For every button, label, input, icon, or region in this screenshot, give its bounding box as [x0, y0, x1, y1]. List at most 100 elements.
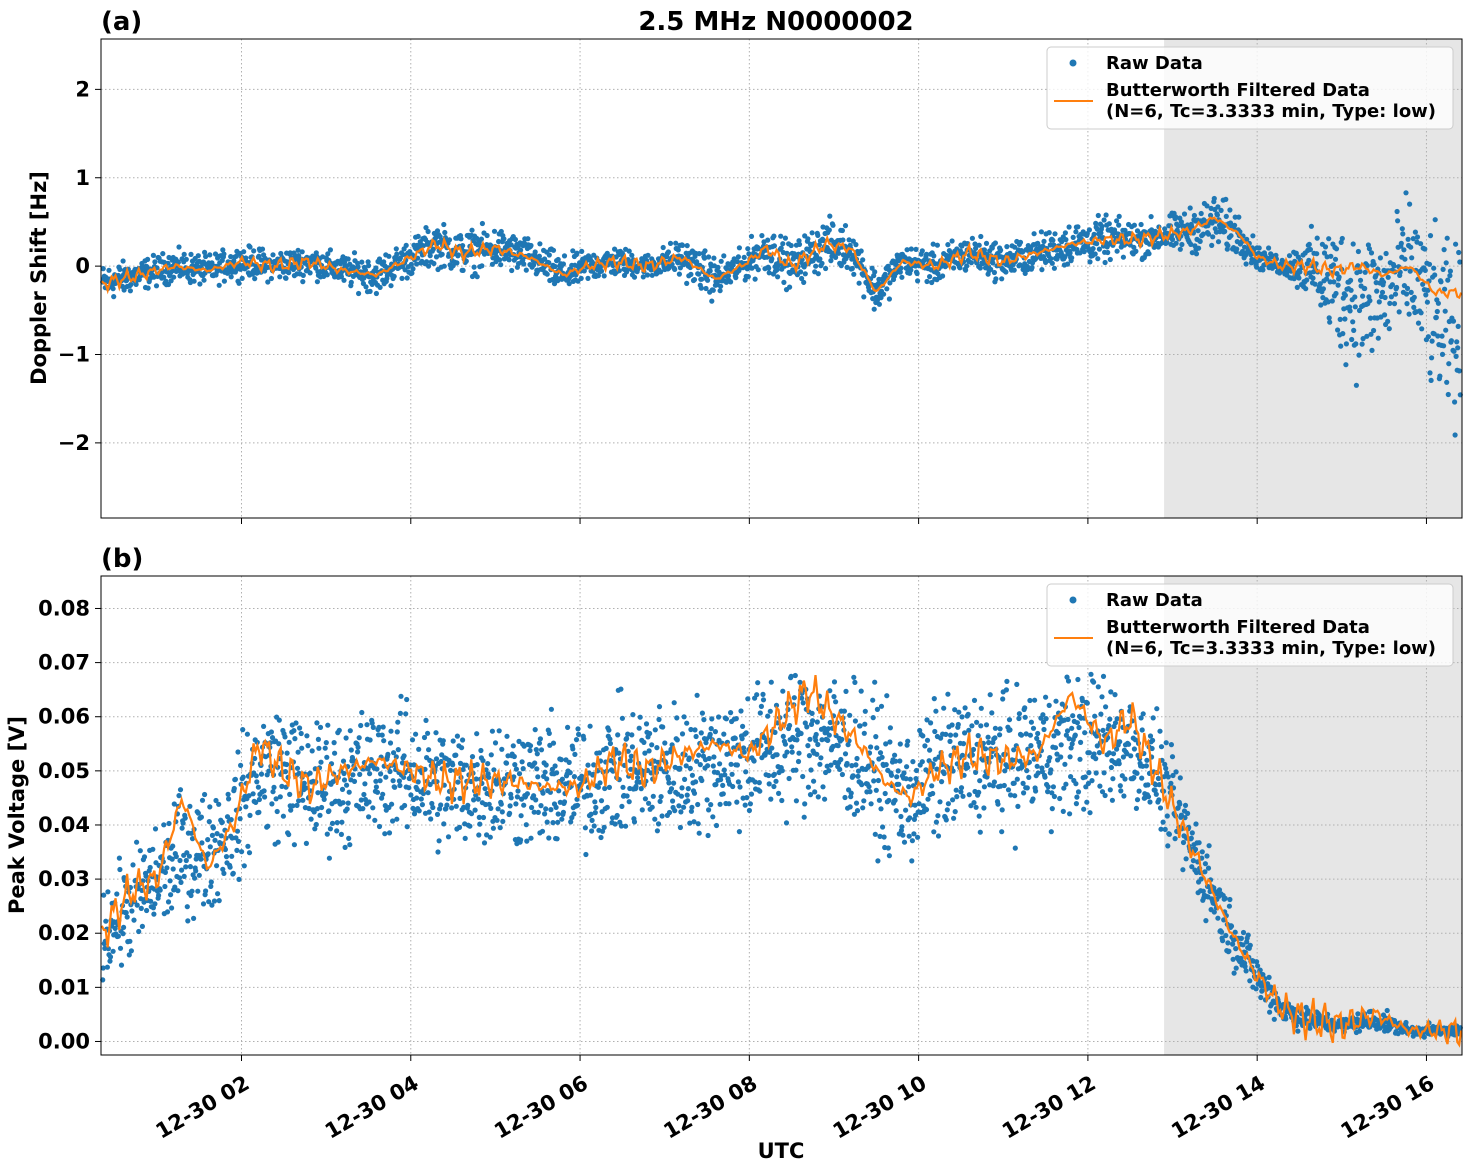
voltage-raw-point — [875, 858, 881, 864]
voltage-raw-point — [901, 839, 908, 845]
voltage-raw-point — [698, 730, 704, 736]
voltage-raw-point — [228, 817, 234, 823]
voltage-raw-point — [773, 702, 780, 709]
voltage-raw-point — [212, 837, 218, 843]
voltage-raw-point — [1044, 762, 1050, 769]
voltage-raw-point — [838, 756, 844, 763]
doppler-raw-point — [1223, 196, 1229, 202]
doppler-raw-point — [578, 275, 584, 281]
doppler-raw-point — [1052, 231, 1058, 237]
voltage-raw-point — [694, 758, 700, 764]
doppler-raw-point — [1101, 217, 1107, 223]
voltage-raw-point — [1073, 781, 1079, 787]
doppler-raw-point — [1335, 282, 1341, 288]
voltage-raw-point — [107, 954, 114, 960]
doppler-raw-point — [561, 253, 568, 259]
doppler-raw-point — [1022, 270, 1028, 276]
doppler-raw-point — [817, 256, 823, 262]
voltage-raw-point — [181, 873, 187, 880]
voltage-raw-point — [641, 739, 647, 746]
voltage-raw-point — [1011, 780, 1017, 786]
voltage-raw-point — [546, 730, 552, 737]
voltage-raw-point — [128, 948, 134, 954]
doppler-raw-point — [1081, 249, 1087, 255]
voltage-raw-point — [1048, 829, 1054, 835]
doppler-raw-point — [233, 253, 239, 259]
voltage-raw-point — [1259, 988, 1265, 994]
voltage-raw-point — [1066, 736, 1072, 742]
voltage-raw-point — [813, 731, 819, 738]
doppler-raw-point — [259, 246, 266, 252]
voltage-raw-point — [148, 898, 154, 904]
voltage-raw-point — [232, 776, 238, 783]
doppler-raw-point — [145, 256, 151, 262]
voltage-raw-point — [720, 791, 726, 797]
voltage-raw-point — [997, 726, 1003, 732]
voltage-raw-point — [162, 883, 168, 890]
doppler-raw-point — [1069, 255, 1075, 261]
doppler-raw-point — [1208, 212, 1214, 218]
voltage-raw-point — [1082, 730, 1088, 736]
voltage-raw-point — [688, 808, 695, 814]
voltage-raw-point — [792, 672, 798, 679]
voltage-raw-point — [1012, 845, 1018, 851]
doppler-raw-point — [351, 250, 358, 256]
voltage-raw-point — [312, 826, 318, 832]
voltage-raw-point — [1132, 737, 1138, 743]
voltage-raw-point — [786, 775, 792, 782]
doppler-raw-point — [1214, 212, 1220, 218]
voltage-raw-point — [689, 772, 696, 778]
doppler-raw-point — [1343, 341, 1349, 347]
voltage-raw-point — [152, 901, 158, 907]
doppler-raw-point — [388, 283, 394, 289]
doppler-raw-point — [688, 271, 694, 277]
voltage-raw-point — [1170, 772, 1176, 779]
doppler-raw-point — [425, 228, 431, 235]
voltage-raw-point — [1022, 705, 1028, 711]
voltage-raw-point — [1258, 994, 1264, 1001]
doppler-raw-point — [1099, 223, 1105, 229]
voltage-raw-point — [913, 767, 920, 774]
voltage-raw-point — [460, 766, 466, 773]
voltage-raw-point — [548, 807, 554, 813]
doppler-raw-point — [673, 240, 679, 246]
doppler-raw-point — [969, 235, 976, 241]
voltage-raw-point — [1164, 813, 1170, 819]
voltage-raw-point — [288, 807, 294, 813]
voltage-raw-point — [387, 768, 393, 775]
voltage-raw-point — [187, 864, 193, 870]
voltage-raw-point — [955, 721, 961, 728]
doppler-raw-point — [478, 236, 484, 242]
voltage-raw-point — [561, 799, 568, 805]
voltage-raw-point — [1022, 714, 1028, 720]
voltage-raw-point — [170, 843, 176, 849]
doppler-raw-point — [479, 220, 485, 227]
voltage-raw-point — [182, 815, 188, 821]
doppler-raw-point — [1215, 239, 1222, 245]
doppler-raw-point — [775, 274, 781, 280]
doppler-raw-point — [550, 247, 557, 253]
voltage-raw-point — [799, 695, 805, 701]
doppler-raw-point — [268, 275, 274, 282]
voltage-raw-point — [1077, 756, 1083, 762]
voltage-raw-point — [1168, 742, 1174, 748]
doppler-raw-point — [703, 285, 709, 292]
voltage-raw-point — [280, 813, 286, 819]
doppler-raw-point — [365, 259, 371, 265]
doppler-raw-point — [1325, 271, 1331, 277]
voltage-raw-point — [870, 697, 876, 703]
voltage-raw-point — [1190, 858, 1196, 864]
doppler-raw-point — [408, 261, 414, 267]
doppler-raw-point — [1366, 246, 1372, 252]
voltage-raw-point — [1139, 775, 1145, 781]
doppler-raw-point — [348, 279, 354, 285]
doppler-raw-point — [716, 269, 722, 275]
doppler-raw-point — [585, 275, 591, 281]
doppler-raw-point — [1169, 236, 1176, 243]
doppler-raw-point — [454, 260, 460, 266]
voltage-raw-point — [952, 707, 958, 713]
doppler-raw-point — [924, 278, 930, 285]
voltage-raw-point — [1062, 761, 1068, 767]
voltage-raw-point — [731, 745, 737, 751]
